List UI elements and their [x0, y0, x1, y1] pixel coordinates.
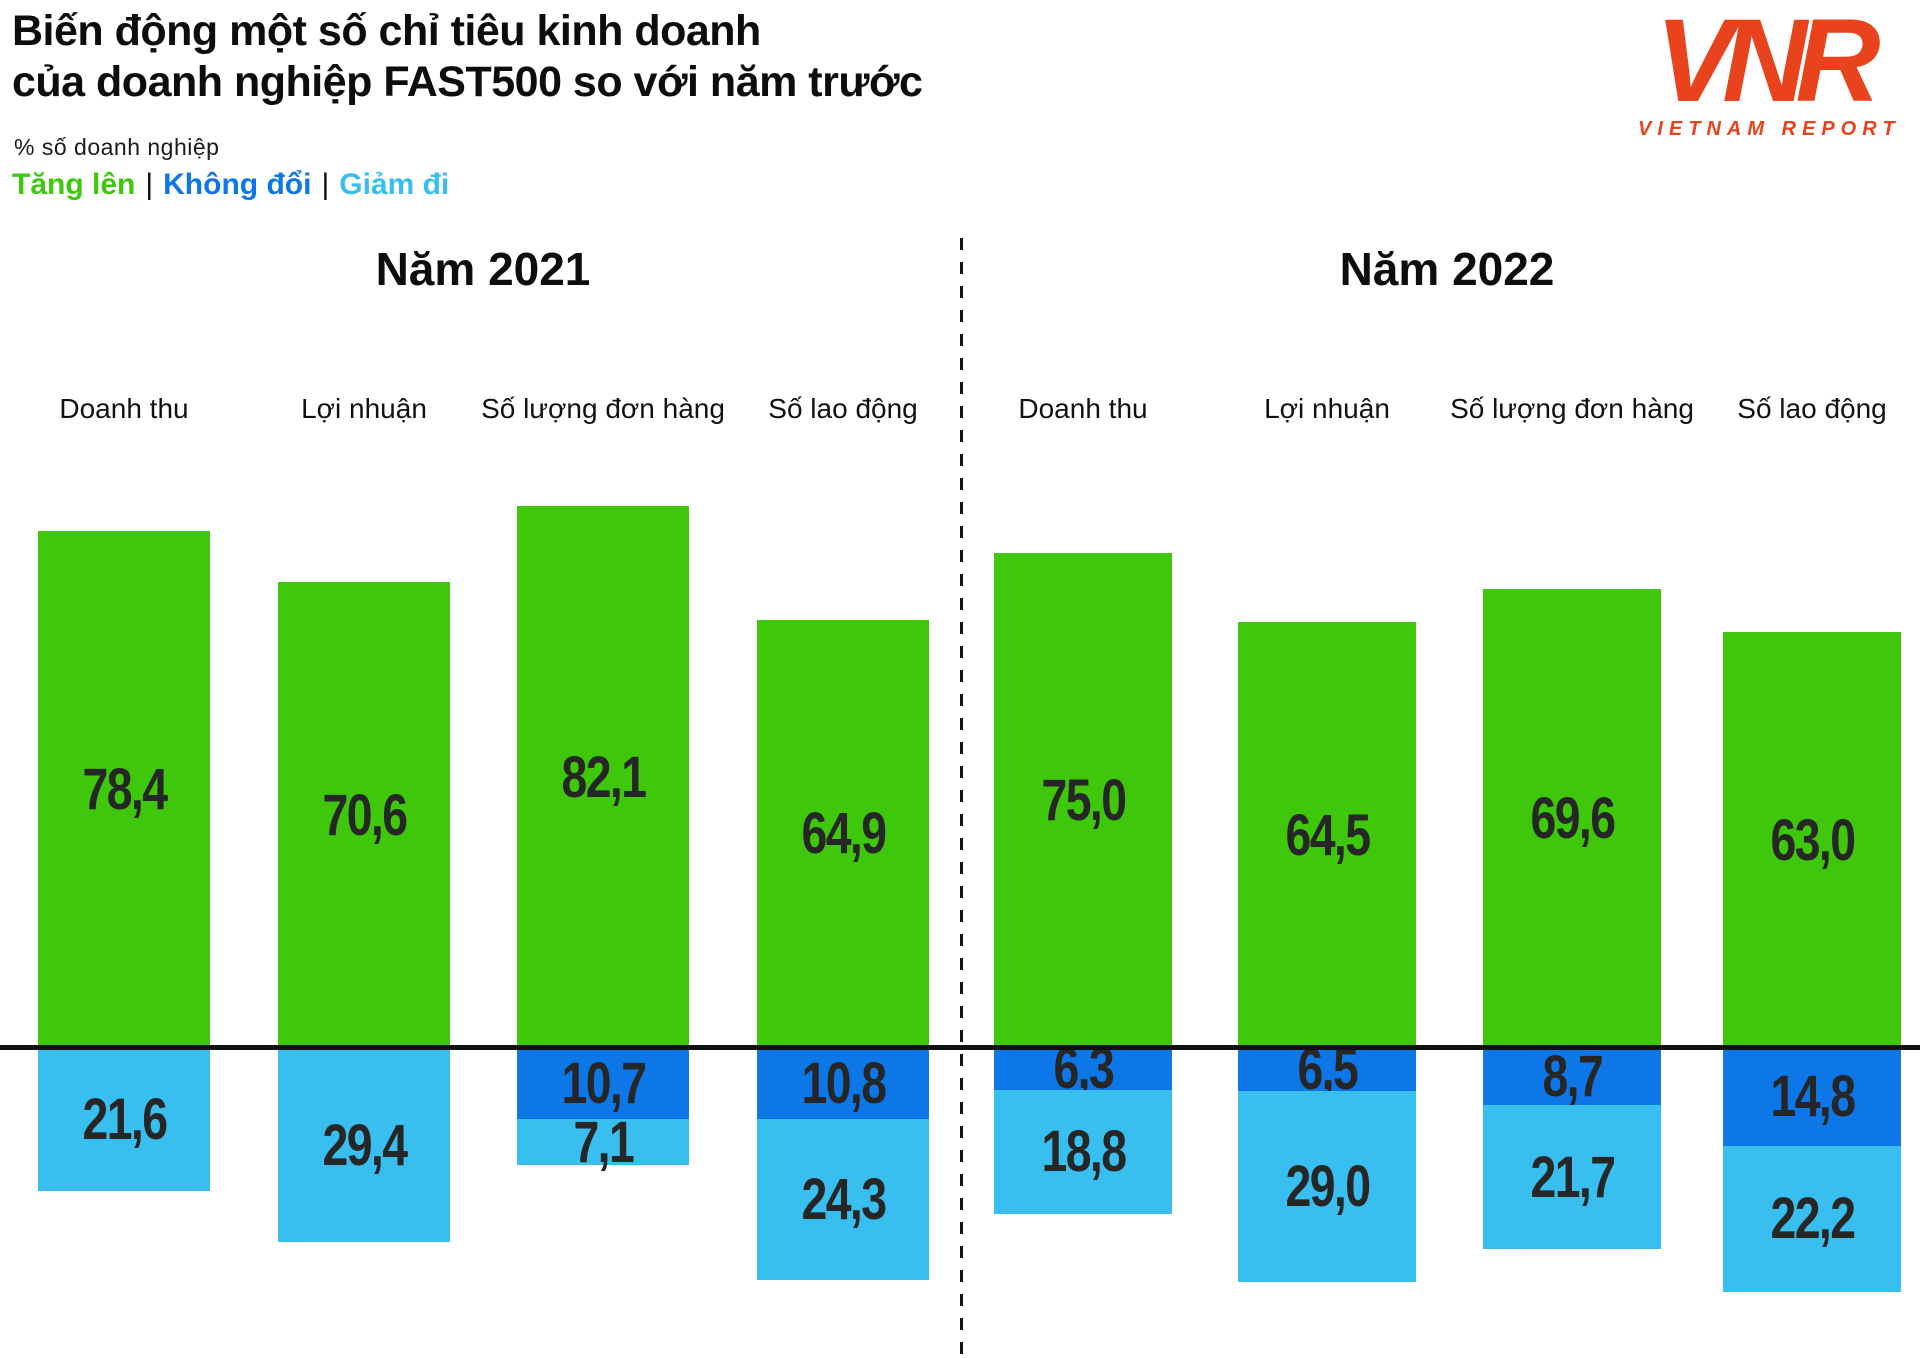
legend-separator: |	[321, 168, 330, 201]
bar-segment-down: 22,2	[1723, 1145, 1901, 1293]
bar-value-label: 69,6	[1530, 785, 1616, 851]
bar-segment-same: 8,7	[1483, 1044, 1661, 1109]
page-title: Biến động một số chỉ tiêu kinh doanh của…	[12, 6, 923, 107]
chart-legend: Tăng lên | Không đổi | Giảm đi	[12, 168, 449, 202]
bar-value-label: 70,6	[322, 782, 408, 848]
bar-segment-down: 29,0	[1238, 1090, 1416, 1283]
bar-segment-up: 82,1	[517, 506, 689, 1048]
bar-value-label: 10,8	[801, 1051, 887, 1117]
bar-segment-same: 6,5	[1238, 1037, 1416, 1102]
bar-segment-up: 75,0	[994, 553, 1172, 1048]
chart-unit-label: % số doanh nghiệp	[14, 134, 220, 160]
panel-divider-dashed-line	[960, 238, 963, 1358]
category-label: Lợi nhuận	[1264, 393, 1390, 424]
bar-segment-down: 29,4	[278, 1048, 450, 1243]
category-label: Số lượng đơn hàng	[481, 393, 725, 424]
vnr-logo-wordmark: VIETNAM REPORT	[1638, 117, 1901, 140]
category-label: Doanh thu	[59, 393, 189, 424]
bar-segment-same: 6,3	[994, 1036, 1172, 1101]
category-label: Số lượng đơn hàng	[1450, 393, 1694, 424]
bar-segment-up: 64,5	[1238, 622, 1416, 1048]
bar-segment-up: 63,0	[1723, 632, 1901, 1048]
bar-value-label: 18,8	[1041, 1119, 1127, 1185]
vnr-logo-mark: VNR	[1655, 0, 1880, 127]
bar-segment-up: 70,6	[278, 582, 450, 1048]
bar-value-label: 29,4	[322, 1112, 408, 1178]
bar-value-label: 22,2	[1770, 1186, 1856, 1252]
category-label: Lợi nhuận	[301, 393, 427, 424]
bar-segment-down: 24,3	[757, 1119, 929, 1280]
bar-value-label: 21,7	[1530, 1144, 1616, 1210]
bar-value-label: 82,1	[561, 744, 647, 810]
page-title-line1: Biến động một số chỉ tiêu kinh doanh	[12, 7, 761, 55]
bar-value-label: 7,1	[573, 1109, 634, 1175]
bar-value-label: 10,7	[561, 1050, 647, 1116]
zero-baseline	[0, 1045, 1920, 1050]
bar-segment-down: 21,6	[38, 1048, 210, 1191]
bar-value-label: 64,5	[1285, 802, 1371, 868]
bar-value-label: 21,6	[82, 1086, 168, 1152]
bar-value-label: 64,9	[801, 801, 887, 867]
bar-segment-down: 21,7	[1483, 1105, 1661, 1249]
bar-segment-down: 18,8	[994, 1089, 1172, 1214]
bar-value-label: 29,0	[1285, 1154, 1371, 1220]
bar-value-label: 63,0	[1770, 807, 1856, 873]
legend-item-increase: Tăng lên	[12, 168, 136, 201]
category-label: Số lao động	[1737, 393, 1887, 424]
panel-header-2021: Năm 2021	[375, 243, 591, 295]
bar-segment-up: 78,4	[38, 530, 210, 1048]
legend-item-unchanged: Không đổi	[163, 168, 312, 201]
category-label: Số lao động	[768, 393, 918, 424]
panel-header-2022: Năm 2022	[1339, 243, 1555, 295]
legend-separator: |	[145, 168, 154, 201]
bar-value-label: 14,8	[1770, 1064, 1856, 1130]
bar-segment-down: 7,1	[517, 1110, 689, 1175]
bar-value-label: 24,3	[801, 1166, 887, 1232]
bar-segment-same: 10,7	[517, 1048, 689, 1119]
bar-value-label: 8,7	[1542, 1044, 1603, 1110]
bar-segment-same: 10,8	[757, 1048, 929, 1120]
vietnam-report-logo: VNR VIETNAM REPORT	[1638, 0, 1898, 141]
bar-segment-up: 64,9	[757, 619, 929, 1048]
bar-segment-same: 14,8	[1723, 1048, 1901, 1146]
legend-item-decrease: Giảm đi	[339, 168, 450, 201]
bar-value-label: 78,4	[82, 756, 168, 822]
page-title-line2: của doanh nghiệp FAST500 so với năm trướ…	[12, 57, 923, 106]
category-label: Doanh thu	[1018, 393, 1148, 424]
bar-value-label: 75,0	[1041, 768, 1127, 833]
bar-segment-up: 69,6	[1483, 588, 1661, 1048]
